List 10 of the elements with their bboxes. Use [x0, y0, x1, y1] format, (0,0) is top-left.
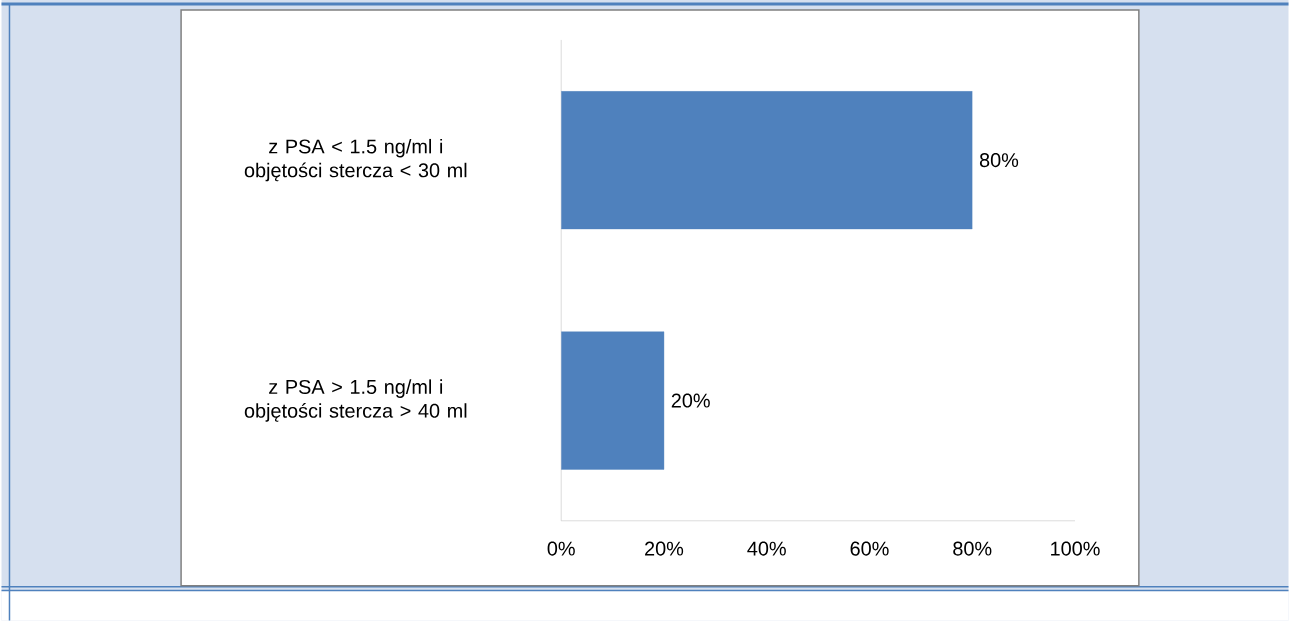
y-tick-label: z PSA > 1.5 ng/ml i objętości stercza > 40 ml: [244, 379, 467, 422]
x-tick-label: 60%: [850, 541, 889, 556]
x-tick-label: 80%: [953, 541, 992, 556]
x-tick-label: 20%: [645, 541, 684, 556]
x-tick-label: 0%: [547, 541, 575, 556]
x-tick-label: 100%: [1051, 541, 1100, 556]
data-label: 20%: [671, 393, 710, 408]
x-tick-label: 40%: [747, 541, 786, 556]
y-tick-label: z PSA < 1.5 ng/ml i objętości stercza < 30 ml: [244, 138, 467, 182]
data-label: 80%: [979, 152, 1019, 168]
